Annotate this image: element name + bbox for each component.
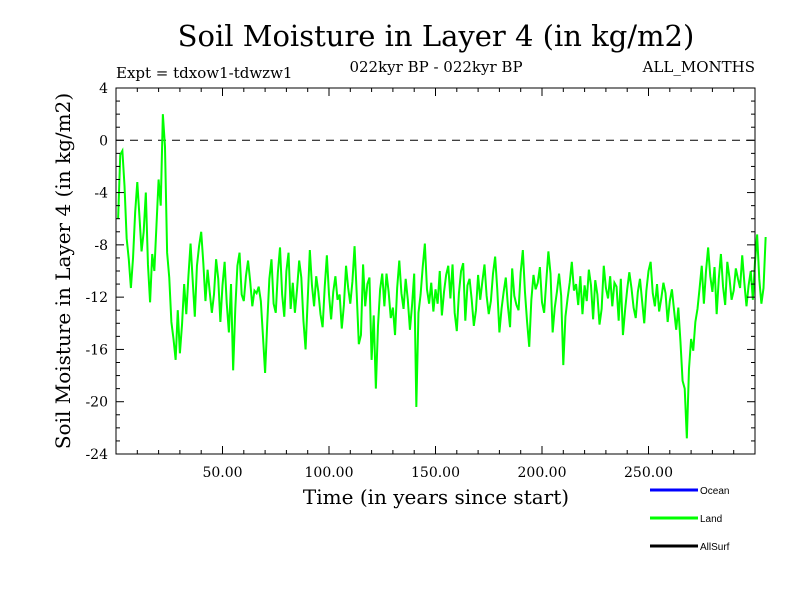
y-tick-label: -20 (85, 395, 108, 411)
y-tick-label: 0 (99, 133, 108, 149)
months-label: ALL_MONTHS (642, 58, 755, 76)
x-tick-label: 150.00 (411, 465, 460, 481)
x-axis-title: Time (in years since start) (303, 485, 569, 509)
legend-label-allsurf: AllSurf (700, 542, 730, 553)
series-line-land (117, 114, 767, 439)
experiment-label: Expt = tdxow1-tdwzw1 (116, 64, 292, 82)
axes-frame (115, 87, 756, 455)
x-tick-label: 200.00 (518, 465, 567, 481)
y-tick-label: -4 (94, 186, 108, 202)
y-tick-label: 4 (99, 81, 108, 97)
x-axis: 50.00 100.00 150.00 200.00 250.00 (136, 88, 735, 481)
chart-subtitle: 022kyr BP - 022kyr BP (349, 58, 522, 76)
legend: Ocean Land AllSurf (650, 486, 730, 553)
x-tick-label: 100.00 (305, 465, 354, 481)
x-tick-label: 250.00 (624, 465, 673, 481)
chart-title: Soil Moisture in Layer 4 (in kg/m2) (178, 19, 695, 53)
legend-label-land: Land (700, 514, 722, 525)
y-tick-label: -24 (85, 447, 108, 463)
x-tick-label: 50.00 (202, 465, 242, 481)
legend-label-ocean: Ocean (700, 486, 729, 497)
y-axis: 4 0 -4 -8 -12 -16 -20 -24 (85, 81, 755, 463)
y-axis-title: Soil Moisture in Layer 4 (in kg/m2) (51, 93, 75, 449)
y-tick-label: -8 (94, 238, 108, 254)
series-group (117, 114, 767, 439)
y-tick-label: -12 (85, 290, 108, 306)
plot-frame (115, 87, 756, 455)
y-tick-label: -16 (85, 342, 108, 358)
